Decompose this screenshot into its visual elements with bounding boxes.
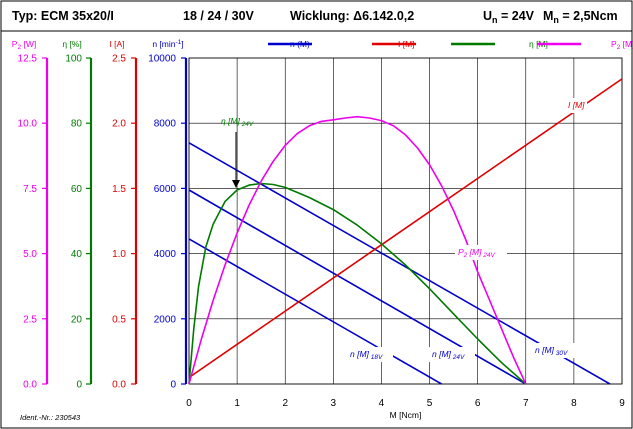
- ident-number: Ident.-Nr.: 230543: [20, 413, 81, 422]
- series-label-text-p2_24: P2 [M] 24V: [458, 247, 496, 259]
- axis-ticklabel-current-1: 0.5: [112, 314, 126, 325]
- series-line-current: [188, 78, 623, 379]
- x-ticklabel-0: 0: [186, 398, 192, 409]
- axis-current: 0.0 0.5 1.0 1.5 2.0 2.5 I [A]: [109, 39, 138, 391]
- legend-label-1: I [M]: [398, 39, 415, 49]
- header-voltages: 18 / 24 / 30V: [183, 9, 255, 23]
- x-ticklabel-5: 5: [427, 398, 433, 409]
- axis-title-speed: n [min-1]: [152, 39, 183, 49]
- series-labels: η [M] 24V P2 [M] 24V I [M] n [M] 18V n [M] 2…: [221, 98, 587, 362]
- axis-ticklabel-current-0: 0.0: [112, 380, 126, 391]
- header-un: Un = 24V: [483, 9, 535, 25]
- axis-ticklabel-p2-0: 0.0: [23, 380, 37, 391]
- plot-frame: [188, 57, 623, 385]
- series-label-current: I [M]: [565, 98, 587, 113]
- series-label-n30: n [M] 30V: [532, 343, 578, 358]
- axis-ticklabel-eta-2: 40: [71, 249, 83, 260]
- y-axes: 0.0 2.5 5.0 7.5 10.0 12.5 P2 [W] 0 20 40 60 80 100 η …: [12, 39, 188, 391]
- x-ticklabel-8: 8: [571, 398, 577, 409]
- header-type: Typ: ECM 35x20/I: [12, 9, 114, 23]
- x-ticklabel-7: 7: [523, 398, 529, 409]
- x-ticklabel-6: 6: [475, 398, 481, 409]
- axis-ticklabel-current-4: 2.0: [112, 119, 126, 130]
- series-label-bg-p2_24: [455, 245, 507, 260]
- header: Typ: ECM 35x20/I 18 / 24 / 30V Wicklung:…: [12, 9, 618, 25]
- x-axis-title: M [Ncm]: [390, 410, 422, 420]
- series-label-bg-n30: [532, 343, 578, 358]
- header-mn: Mn = 2,5Ncm: [543, 9, 618, 25]
- eta-label-arrowhead: [232, 180, 240, 188]
- axis-ticklabel-eta-3: 60: [71, 184, 83, 195]
- axis-ticklabel-p2-1: 2.5: [23, 314, 37, 325]
- series-label-text-n18: n [M] 18V: [350, 349, 383, 361]
- series-label-text-current: I [M]: [568, 100, 585, 110]
- axis-ticklabel-speed-1: 2000: [154, 314, 177, 325]
- axis-ticklabel-speed-0: 0: [170, 380, 176, 391]
- legend-label-3: P2 [M]: [611, 39, 633, 51]
- series-label-eta24: η [M] 24V: [221, 116, 254, 128]
- series-line-n18: [188, 238, 442, 385]
- series-label-p2_24: P2 [M] 24V: [455, 245, 507, 260]
- axis-ticklabel-speed-5: 10000: [148, 54, 176, 65]
- axis-title-eta: η [%]: [62, 39, 81, 49]
- header-un-sub: n: [492, 15, 498, 25]
- legend-label-0: n (M): [290, 39, 310, 49]
- axis-ticklabel-eta-5: 100: [65, 54, 82, 65]
- axis-title-current: I [A]: [109, 39, 124, 49]
- x-ticklabel-1: 1: [234, 398, 240, 409]
- x-ticklabel-2: 2: [282, 398, 288, 409]
- axis-ticklabel-current-2: 1.0: [112, 249, 126, 260]
- series-label-text-n30: n [M] 30V: [535, 345, 568, 357]
- axis-p2: 0.0 2.5 5.0 7.5 10.0 12.5 P2 [W]: [12, 39, 49, 391]
- axis-ticklabel-p2-2: 5.0: [23, 249, 37, 260]
- axis-title-p2: P2 [W]: [12, 39, 36, 51]
- axis-ticklabel-eta-1: 20: [71, 314, 83, 325]
- x-ticklabel-9: 9: [619, 398, 625, 409]
- axis-ticklabel-current-5: 2.5: [112, 54, 126, 65]
- series-label-bg-n24: [429, 347, 475, 362]
- series-label-text-eta24: η [M] 24V: [221, 116, 254, 128]
- series-line-eta24: [188, 182, 527, 385]
- axis-ticklabel-p2-3: 7.5: [23, 184, 37, 195]
- legend: n (M)I [M]η [M]P2 [M]: [268, 39, 633, 51]
- axis-ticklabel-p2-4: 10.0: [18, 119, 38, 130]
- series-label-text-n24: n [M] 24V: [432, 349, 465, 361]
- axis-ticklabel-eta-4: 80: [71, 119, 83, 130]
- axis-ticklabel-current-3: 1.5: [112, 184, 126, 195]
- x-ticklabel-4: 4: [379, 398, 385, 409]
- series-label-n24: n [M] 24V: [429, 347, 475, 362]
- x-ticklabel-3: 3: [331, 398, 337, 409]
- axis-ticklabel-eta-0: 0: [76, 380, 82, 391]
- header-winding: Wicklung: Δ6.142.0,2: [290, 9, 414, 23]
- axis-speed: 0 2000 4000 6000 8000 10000 n [min-1]: [148, 39, 188, 391]
- series-label-bg-current: [565, 98, 587, 113]
- axis-ticklabel-speed-3: 6000: [154, 184, 177, 195]
- axis-ticklabel-speed-2: 4000: [154, 249, 177, 260]
- axis-ticklabel-speed-4: 8000: [154, 119, 177, 130]
- axis-eta: 0 20 40 60 80 100 η [%]: [62, 39, 93, 391]
- x-axis: 0 1 2 3 4 5 6 7 8 9 M [Ncm]: [186, 398, 625, 420]
- header-mn-sub: n: [553, 15, 559, 25]
- plot-area: [188, 57, 623, 385]
- series-label-bg-n18: [347, 347, 393, 362]
- axis-ticklabel-p2-5: 12.5: [18, 54, 38, 65]
- series-label-n18: n [M] 18V: [347, 347, 393, 362]
